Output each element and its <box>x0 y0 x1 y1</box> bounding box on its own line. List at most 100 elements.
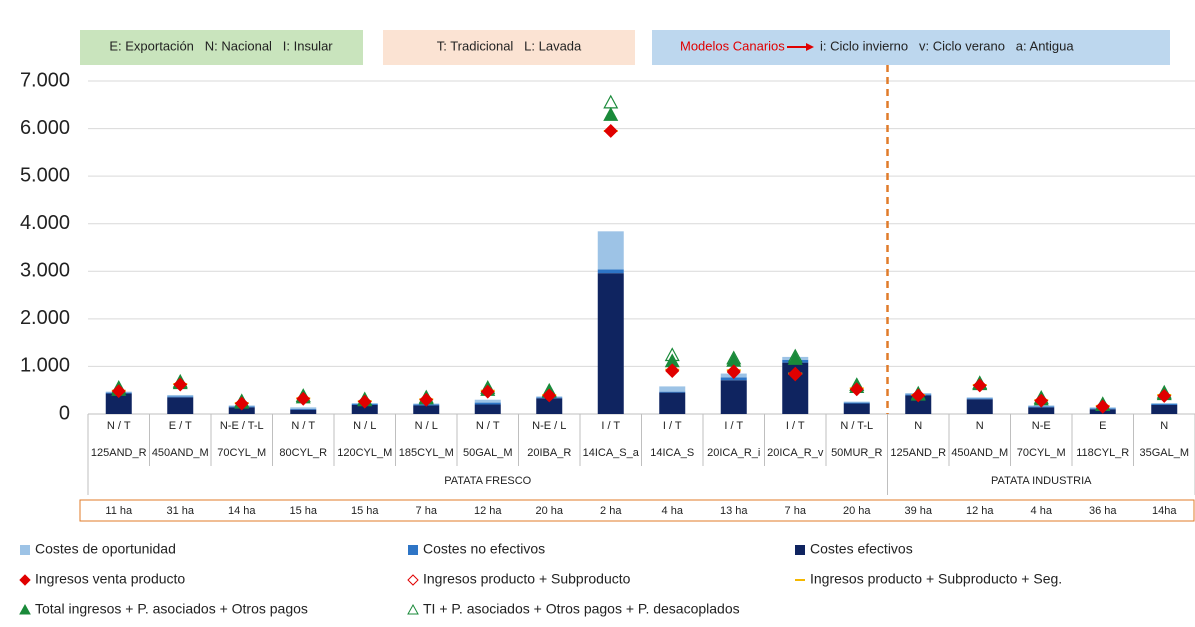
x-tick-label: 118CYL_R <box>1076 447 1129 459</box>
x-tick-label: 125AND_R <box>890 447 946 459</box>
y-tick-label: 3.000 <box>20 260 70 282</box>
x-tick-label: 70CYL_M <box>217 447 266 459</box>
marker-diamond <box>111 384 126 399</box>
legend-marker <box>19 574 31 586</box>
bar-segment <box>659 391 686 393</box>
bar-segment <box>597 231 624 270</box>
bar-segment <box>1151 404 1178 414</box>
legend-swatch <box>20 545 30 555</box>
marker-diamond <box>665 364 680 379</box>
note: E: Exportación N: Nacional I: Insular <box>109 38 333 53</box>
bar-segment <box>228 407 255 414</box>
legend-marker <box>407 603 419 615</box>
x-tick-label: 20ICA_R_v <box>767 447 824 459</box>
x-tick-label: 14ICA_S <box>650 447 694 459</box>
x-sublabel: N / T <box>107 420 131 432</box>
x-sublabel: I / T <box>724 420 743 432</box>
x-sublabel: I / T <box>601 420 620 432</box>
legend-label: Ingresos venta producto <box>35 571 185 587</box>
bar-segment <box>536 398 563 414</box>
legend-label: Ingresos producto + Subproducto <box>423 571 631 587</box>
x-sublabel: N-E <box>1032 420 1051 432</box>
y-tick-label: 1.000 <box>20 355 70 377</box>
x-tick-label: 50MUR_R <box>831 447 882 459</box>
x-sublabel: E / T <box>169 420 192 432</box>
group-label: PATATA FRESCO <box>444 475 531 487</box>
x-sublabel: N <box>1160 420 1168 432</box>
note-title: Modelos Canarios <box>680 38 785 53</box>
hectare-label: 14ha <box>1152 505 1177 517</box>
legend-swatch <box>795 545 805 555</box>
bar-segment <box>290 407 317 409</box>
x-tick-label: 20ICA_R_i <box>707 447 760 459</box>
x-sublabel: N <box>976 420 984 432</box>
y-tick-label: 5.000 <box>20 164 70 186</box>
marker-diamond <box>234 396 249 411</box>
hectare-label: 36 ha <box>1089 505 1117 517</box>
bar-segment <box>167 394 194 397</box>
hectare-label: 12 ha <box>966 505 994 517</box>
bar-segment <box>843 402 870 404</box>
note: T: Tradicional L: Lavada <box>437 38 582 53</box>
hectare-label: 20 ha <box>843 505 871 517</box>
note-box <box>652 30 1170 65</box>
x-sublabel: N / L <box>353 420 376 432</box>
x-tick-label: 120CYL_M <box>337 447 392 459</box>
legend-label: Costes de oportunidad <box>35 541 176 557</box>
legend-label: Total ingresos + P. asociados + Otros pa… <box>35 601 308 617</box>
bar-segment <box>474 402 501 405</box>
marker-diamond <box>1157 389 1172 403</box>
marker-diamond <box>726 365 741 379</box>
bar-segment <box>843 401 870 403</box>
bar-segment <box>105 393 132 414</box>
marker-diamond <box>419 392 434 407</box>
hectare-label: 13 ha <box>720 505 748 517</box>
y-tick-label: 2.000 <box>20 307 70 329</box>
x-sublabel: N / T <box>476 420 500 432</box>
marker-diamond <box>911 388 926 403</box>
marker-triangle <box>603 94 619 109</box>
x-sublabel: N / T-L <box>840 420 873 432</box>
group-label: PATATA INDUSTRIA <box>991 475 1092 487</box>
legend-label: Costes no efectivos <box>423 541 545 557</box>
x-sublabel: N / T <box>291 420 315 432</box>
marker-diamond <box>542 388 557 403</box>
y-tick-label: 6.000 <box>20 117 70 139</box>
bar-segment <box>413 405 440 414</box>
x-tick-label: 125AND_R <box>91 447 147 459</box>
note-box <box>80 30 363 65</box>
x-tick-label: 35GAL_M <box>1139 447 1189 459</box>
x-tick-label: 450AND_M <box>951 447 1008 459</box>
bar-segment <box>290 409 317 414</box>
legend-label: Ingresos producto + Subproducto + Seg. <box>810 571 1062 587</box>
hectare-label: 11 ha <box>105 505 133 517</box>
bar-segment <box>167 396 194 398</box>
hectare-label: 31 ha <box>166 505 194 517</box>
bar-segment <box>290 408 317 410</box>
legend-label: Costes efectivos <box>810 541 913 557</box>
marker-diamond <box>788 367 803 382</box>
note-box <box>383 30 635 65</box>
bar-segment <box>966 399 993 414</box>
bar-segment <box>1151 403 1178 405</box>
bar-segment <box>351 404 378 414</box>
bar-segment <box>966 397 993 399</box>
legend-label: TI + P. asociados + Otros pagos + P. des… <box>423 601 740 617</box>
marker-triangle <box>787 351 803 365</box>
arrow-head <box>806 43 814 51</box>
marker-diamond <box>972 378 987 393</box>
bar-segment <box>1151 404 1178 405</box>
hectare-label: 7 ha <box>416 505 438 517</box>
hectare-label: 15 ha <box>289 505 317 517</box>
bar-segment <box>597 269 624 274</box>
hectare-label: 4 ha <box>1031 505 1053 517</box>
x-sublabel: N / L <box>415 420 438 432</box>
x-sublabel: E <box>1099 420 1106 432</box>
x-sublabel: N-E / T-L <box>220 420 264 432</box>
x-tick-label: 20IBA_R <box>527 447 571 459</box>
hectare-label: 15 ha <box>351 505 379 517</box>
y-tick-label: 7.000 <box>20 69 70 91</box>
hectare-label: 20 ha <box>535 505 563 517</box>
marker-diamond <box>480 384 495 399</box>
